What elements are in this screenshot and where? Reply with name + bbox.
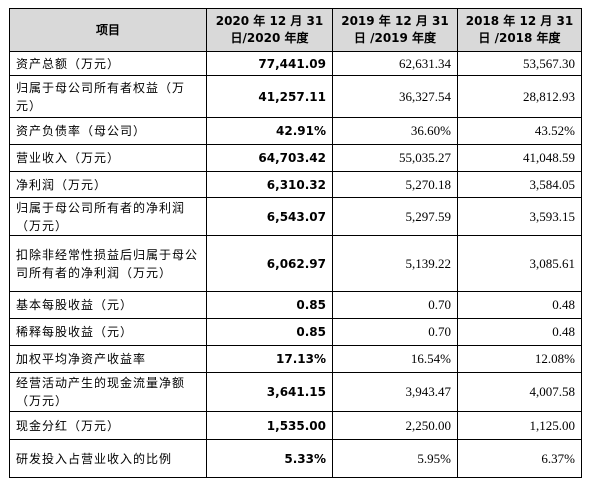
table-row: 基本每股收益（元） 0.85 0.70 0.48 — [9, 291, 582, 319]
value-2020: 0.85 — [206, 291, 333, 319]
value-2020: 17.13% — [206, 345, 333, 373]
value-2020: 6,062.97 — [206, 235, 333, 292]
value-2020: 77,441.09 — [206, 51, 333, 76]
table-row: 研发投入占营业收入的比例 5.33% 5.95% 6.37% — [9, 439, 582, 478]
value-2018: 1,125.00 — [457, 411, 582, 440]
value-2020: 6,543.07 — [206, 197, 333, 236]
value-2018: 4,007.58 — [457, 372, 582, 412]
table-row: 资产负债率（母公司） 42.91% 36.60% 43.52% — [9, 117, 582, 145]
row-label: 加权平均净资产收益率 — [9, 345, 207, 373]
value-2018: 3,085.61 — [457, 235, 582, 292]
table-row: 营业收入（万元） 64,703.42 55,035.27 41,048.59 — [9, 144, 582, 172]
value-2018: 6.37% — [457, 439, 582, 478]
value-2020: 6,310.32 — [206, 171, 333, 198]
value-2019: 5,270.18 — [332, 171, 458, 198]
table-row: 归属于母公司所有者的净利润（万元） 6,543.07 5,297.59 3,59… — [9, 197, 582, 236]
value-2020: 64,703.42 — [206, 144, 333, 172]
value-2020: 1,535.00 — [206, 411, 333, 440]
header-2019: 2019 年 12 月 31 日 /2019 年度 — [332, 8, 458, 52]
value-2020: 42.91% — [206, 117, 333, 145]
value-2019: 5.95% — [332, 439, 458, 478]
table-row: 扣除非经常性损益后归属于母公司所有者的净利润（万元） 6,062.97 5,13… — [9, 235, 582, 292]
value-2019: 62,631.34 — [332, 51, 458, 76]
value-2019: 36,327.54 — [332, 75, 458, 118]
header-2018: 2018 年 12 月 31 日 /2018 年度 — [457, 8, 582, 52]
row-label: 经营活动产生的现金流量净额（万元） — [9, 372, 207, 412]
value-2020: 41,257.11 — [206, 75, 333, 118]
value-2019: 55,035.27 — [332, 144, 458, 172]
value-2018: 41,048.59 — [457, 144, 582, 172]
header-row: 项目 2020 年 12 月 31 日/2020 年度 2019 年 12 月 … — [9, 8, 582, 52]
row-label: 营业收入（万元） — [9, 144, 207, 172]
value-2019: 5,139.22 — [332, 235, 458, 292]
value-2019: 0.70 — [332, 318, 458, 346]
value-2020: 3,641.15 — [206, 372, 333, 412]
value-2019: 0.70 — [332, 291, 458, 319]
row-label: 归属于母公司所有者权益（万元） — [9, 75, 207, 118]
value-2018: 12.08% — [457, 345, 582, 373]
value-2018: 43.52% — [457, 117, 582, 145]
value-2020: 0.85 — [206, 318, 333, 346]
row-label: 扣除非经常性损益后归属于母公司所有者的净利润（万元） — [9, 235, 207, 292]
value-2018: 53,567.30 — [457, 51, 582, 76]
value-2019: 5,297.59 — [332, 197, 458, 236]
table-row: 归属于母公司所有者权益（万元） 41,257.11 36,327.54 28,8… — [9, 75, 582, 118]
row-label: 现金分红（万元） — [9, 411, 207, 440]
value-2019: 16.54% — [332, 345, 458, 373]
header-2020: 2020 年 12 月 31 日/2020 年度 — [206, 8, 333, 52]
value-2019: 2,250.00 — [332, 411, 458, 440]
table-row: 加权平均净资产收益率 17.13% 16.54% 12.08% — [9, 345, 582, 373]
value-2018: 0.48 — [457, 318, 582, 346]
value-2018: 3,593.15 — [457, 197, 582, 236]
value-2019: 36.60% — [332, 117, 458, 145]
value-2018: 0.48 — [457, 291, 582, 319]
table-row: 净利润（万元） 6,310.32 5,270.18 3,584.05 — [9, 171, 582, 198]
value-2020: 5.33% — [206, 439, 333, 478]
table-row: 经营活动产生的现金流量净额（万元） 3,641.15 3,943.47 4,00… — [9, 372, 582, 412]
row-label: 归属于母公司所有者的净利润（万元） — [9, 197, 207, 236]
row-label: 基本每股收益（元） — [9, 291, 207, 319]
value-2018: 3,584.05 — [457, 171, 582, 198]
header-item: 项目 — [9, 8, 207, 52]
row-label: 净利润（万元） — [9, 171, 207, 198]
row-label: 稀释每股收益（元） — [9, 318, 207, 346]
table-row: 现金分红（万元） 1,535.00 2,250.00 1,125.00 — [9, 411, 582, 440]
table-row: 稀释每股收益（元） 0.85 0.70 0.48 — [9, 318, 582, 346]
financial-data-table: 项目 2020 年 12 月 31 日/2020 年度 2019 年 12 月 … — [9, 8, 582, 478]
row-label: 资产负债率（母公司） — [9, 117, 207, 145]
value-2019: 3,943.47 — [332, 372, 458, 412]
value-2018: 28,812.93 — [457, 75, 582, 118]
table-row: 资产总额（万元） 77,441.09 62,631.34 53,567.30 — [9, 51, 582, 76]
row-label: 资产总额（万元） — [9, 51, 207, 76]
row-label: 研发投入占营业收入的比例 — [9, 439, 207, 478]
